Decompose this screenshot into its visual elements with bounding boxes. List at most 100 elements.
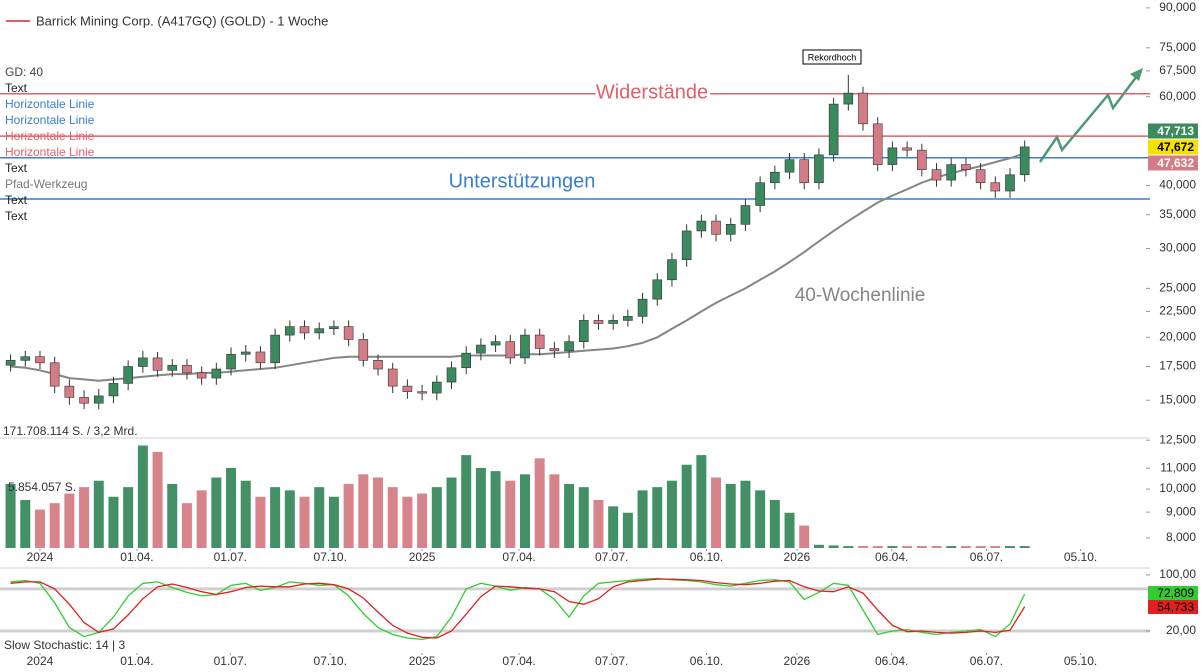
candle-body — [770, 171, 780, 184]
x-tick-label: 01.04. — [120, 550, 153, 564]
volume-bar — [872, 546, 883, 548]
tool-item: Horizontale Linie — [5, 145, 95, 159]
price-label-box — [1148, 155, 1198, 171]
candle-body — [623, 316, 633, 321]
volume-bar — [843, 546, 854, 548]
x-tick-label: 06.04. — [875, 550, 908, 564]
y-tick-label: 35,000 — [1159, 207, 1196, 221]
x-tick-label: 07.04. — [502, 550, 535, 564]
stochastic-name: Slow Stochastic: 14 | 3 — [4, 638, 126, 652]
candle-body — [505, 341, 516, 359]
volume-bar — [446, 477, 457, 548]
volume-bar — [373, 477, 384, 548]
stochastic-value-box — [1148, 586, 1198, 600]
stochastic-line — [10, 577, 1026, 641]
volume-bar — [740, 480, 751, 548]
tool-item: Horizontale Linie — [5, 129, 95, 143]
x-tick-label: 2026 — [784, 654, 811, 668]
volume-bar — [519, 474, 530, 548]
volume-bar — [990, 546, 1001, 548]
volume-bar — [858, 546, 869, 548]
candle-body — [182, 364, 192, 374]
stochastic-value-label: 72,809 — [1157, 586, 1194, 600]
volume-bar — [887, 546, 898, 548]
candle-body — [1005, 174, 1015, 192]
volume-bar — [211, 477, 222, 548]
candle-body — [902, 147, 912, 151]
candle-body — [49, 362, 60, 387]
candle-body — [711, 220, 721, 235]
candle-body — [593, 320, 604, 324]
volume-bar — [769, 499, 780, 548]
x-tick-label: 07.10. — [314, 654, 347, 668]
volume-bar — [461, 455, 472, 548]
candle-body — [887, 147, 898, 165]
candle-body — [946, 164, 957, 181]
y-tick-label: 75,000 — [1159, 40, 1196, 54]
volume-bar — [108, 496, 119, 548]
x-tick-label: 07.07. — [595, 550, 628, 564]
candle-body — [285, 326, 295, 336]
annotation: Rekordhoch — [808, 52, 857, 62]
candle-body — [755, 182, 765, 206]
volume-bar — [328, 496, 339, 548]
price-label-box — [1148, 123, 1198, 139]
tool-item: Text — [5, 81, 28, 95]
x-tick-label: 01.04. — [120, 654, 153, 668]
volume-bar — [593, 499, 604, 548]
y-tick-label: 30,000 — [1159, 241, 1196, 255]
x-tick-label: 07.04. — [502, 654, 535, 668]
annotation: 40-Wochenlinie — [795, 285, 926, 306]
volume-bar — [475, 467, 486, 548]
candle-body — [255, 351, 266, 364]
candle-body — [358, 339, 369, 361]
y-tick-label: 9,000 — [1166, 504, 1196, 518]
volume-bar — [226, 467, 237, 548]
annotation: Widerstände — [596, 81, 708, 103]
volume-bar — [1019, 546, 1030, 548]
candle-body — [299, 326, 310, 334]
candle-body — [696, 220, 707, 232]
volume-bar — [5, 483, 16, 548]
price-label: 47,713 — [1157, 124, 1194, 138]
candle-body — [138, 357, 148, 367]
y-tick-label: 67,500 — [1159, 63, 1196, 77]
annotation: Unterstützungen — [449, 170, 596, 192]
volume-bar — [314, 487, 325, 548]
volume-bar — [270, 487, 281, 548]
candle-body — [108, 383, 119, 397]
volume-bar — [255, 496, 266, 548]
volume-bar — [799, 525, 810, 548]
candle-body — [402, 385, 413, 392]
x-tick-label: 01.07. — [214, 550, 247, 564]
x-tick-label: 06.10. — [690, 550, 723, 564]
candle-body — [917, 149, 927, 170]
volume-bar — [152, 451, 163, 548]
candle-body — [858, 92, 868, 125]
candle-body — [549, 348, 560, 352]
volume-bar — [343, 483, 354, 548]
x-tick-label: 2025 — [409, 654, 436, 668]
volume-bar — [34, 509, 45, 548]
y-tick-label: 60,000 — [1159, 89, 1196, 103]
volume-bar — [608, 506, 619, 548]
candle-body — [35, 356, 45, 364]
volume-bar — [916, 546, 927, 548]
volume-bar — [666, 480, 677, 548]
volume-bar — [960, 546, 971, 548]
candle-body — [681, 230, 692, 261]
candle-body — [167, 364, 178, 371]
candle-body — [828, 103, 839, 156]
y-tick-label: 90,000 — [1159, 0, 1196, 14]
volume-bar — [64, 493, 75, 548]
candle-body — [152, 357, 163, 371]
candle-body — [520, 334, 530, 359]
candle-body — [725, 224, 736, 235]
candle-body — [608, 320, 618, 324]
x-tick-label: 01.07. — [214, 654, 247, 668]
y-tick-label: 40,000 — [1159, 178, 1196, 192]
candle-body — [534, 334, 545, 349]
volume-bar — [946, 546, 957, 548]
x-tick-label: 2024 — [27, 654, 54, 668]
